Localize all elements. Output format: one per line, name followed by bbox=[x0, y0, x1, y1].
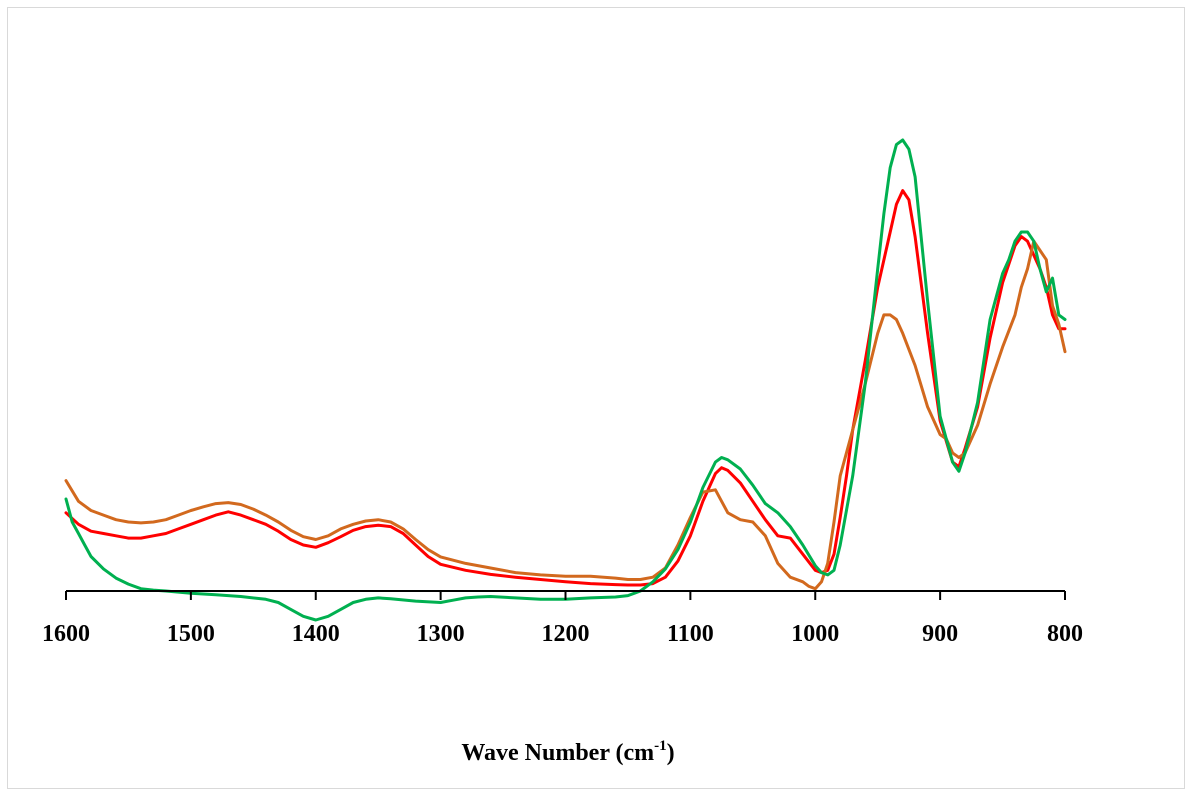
x-tick-label: 1000 bbox=[791, 621, 839, 647]
series-layer bbox=[64, 138, 1067, 622]
chart-frame bbox=[7, 7, 1185, 789]
x-axis-ticks: 1600 1500 1400 1300 1200 1100 1000 900 800 bbox=[42, 591, 1083, 647]
series-line-2 bbox=[64, 239, 1067, 591]
x-tick-label: 900 bbox=[922, 621, 958, 647]
series-line-1 bbox=[64, 189, 1067, 587]
x-tick-label: 1100 bbox=[667, 621, 714, 647]
x-axis-title: Wave Number (cm-1) bbox=[461, 738, 674, 766]
x-tick-label: 800 bbox=[1047, 621, 1083, 647]
x-tick-label: 1400 bbox=[292, 621, 340, 647]
x-axis: 1600 1500 1400 1300 1200 1100 1000 900 800 bbox=[42, 590, 1083, 647]
x-axis-title-superscript: -1 bbox=[654, 738, 667, 754]
x-tick-label: 1200 bbox=[542, 621, 590, 647]
x-axis-title-main: Wave Number (cm bbox=[461, 740, 654, 766]
x-axis-title-suffix: ) bbox=[667, 740, 675, 766]
series-line-3 bbox=[64, 138, 1067, 622]
x-tick-label: 1500 bbox=[167, 621, 215, 647]
x-tick-label: 1600 bbox=[42, 621, 90, 647]
x-tick-label: 1300 bbox=[417, 621, 465, 647]
